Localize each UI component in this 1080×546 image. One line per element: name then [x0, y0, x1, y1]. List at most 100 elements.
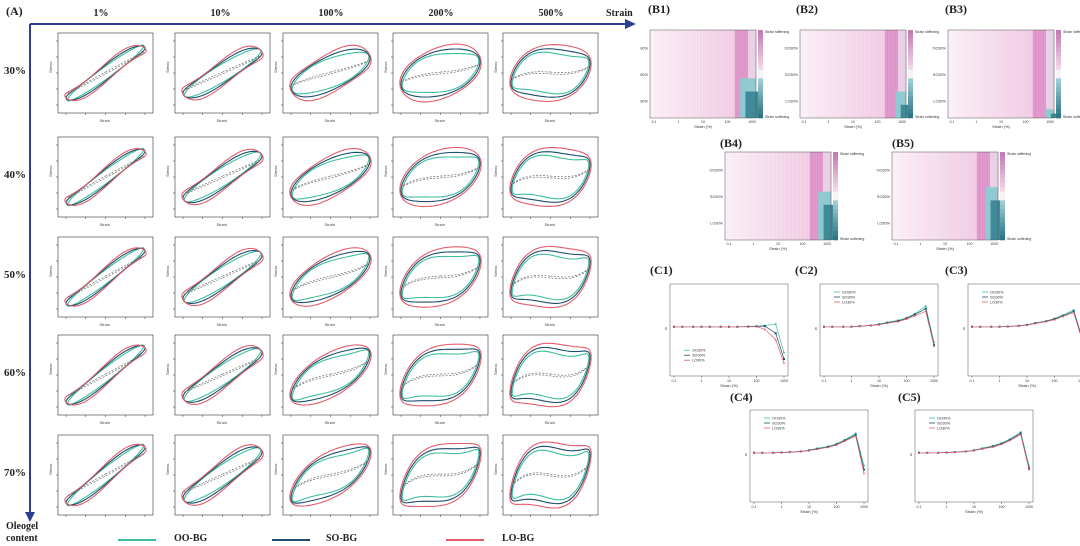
subplot-frame — [282, 32, 379, 114]
colorbar-cell — [833, 204, 838, 210]
colorbar-cell — [1000, 218, 1005, 223]
heatmap-cell — [783, 152, 787, 240]
subplot-ylabel: Stress — [273, 62, 278, 73]
subplot-xlabel: Strain — [100, 118, 110, 123]
heatmap-x-tick: 1 — [976, 120, 978, 124]
colorbar-cell — [833, 209, 838, 214]
heatmap-cell — [890, 30, 894, 118]
c5-label: (C5) — [898, 390, 921, 404]
x-tick-label: 1000 — [930, 379, 938, 383]
heatmap-xlabel: Strain (%) — [694, 124, 712, 129]
data-point — [822, 325, 826, 328]
heatmap-x-tick: 1000 — [1046, 120, 1054, 124]
heatmap-cell — [910, 152, 914, 240]
lissajous-subplot-r1-c0: Strain Stress — [48, 136, 154, 227]
data-point — [799, 450, 802, 453]
colorbar-cell — [1056, 91, 1061, 97]
heatmap-cell — [974, 30, 978, 118]
x-axis-label: Strain (%) — [720, 383, 738, 388]
data-point — [672, 325, 676, 328]
legend-so-text: SO-BG — [326, 533, 358, 544]
heatmap-cell — [813, 30, 817, 118]
heatmap-x-tick: 10 — [999, 120, 1003, 124]
colorbar-cell — [758, 38, 763, 44]
colorbar-cell — [908, 65, 913, 70]
heatmap-row-label: LO30% — [785, 99, 798, 103]
heatmap-cell — [734, 30, 738, 118]
so-loop — [182, 249, 263, 305]
oleogel-axis-arrowhead — [25, 512, 35, 522]
heatmap-x-tick: 100 — [800, 242, 806, 246]
subplot-ylabel: Stress — [165, 166, 170, 177]
colorbar-cell — [833, 178, 838, 184]
heatmap-cell — [879, 30, 883, 118]
heatmap-cell — [721, 30, 725, 118]
row-label-1: 40% — [4, 169, 26, 181]
colorbar-cell — [908, 113, 913, 119]
heatmap-frame — [724, 151, 832, 241]
heatmap-cell — [660, 30, 664, 118]
data-point — [854, 433, 857, 436]
heatmap-x-tick: 0.1 — [727, 242, 732, 246]
colorbar-cell — [908, 56, 913, 62]
heatmap-cell — [834, 30, 838, 118]
heatmap-cell — [952, 152, 956, 240]
lo-loop — [181, 345, 264, 405]
subplot-xlabel: Strain — [545, 118, 555, 123]
heatmap-cell — [718, 30, 722, 118]
heatmap-cell — [668, 30, 672, 118]
heatmap-cell — [737, 30, 741, 118]
heatmap-cell — [812, 152, 816, 240]
heatmap-x-tick: 100 — [967, 242, 973, 246]
heatmap-cell — [947, 152, 951, 240]
heatmap-cell — [942, 152, 946, 240]
colorbar-cell — [758, 74, 763, 79]
so-loop — [510, 346, 591, 404]
elastic-stress-line — [401, 64, 480, 82]
legend-entry: SO30% — [842, 295, 856, 299]
data-point — [681, 325, 684, 328]
lo-loop — [399, 246, 482, 308]
subplot-ylabel: Stress — [383, 166, 388, 177]
lo-loop — [399, 442, 482, 508]
row-label-0: 30% — [4, 65, 26, 77]
lo-loop — [289, 247, 372, 307]
subplot-xlabel: Strain — [217, 420, 227, 425]
heatmap-cell — [788, 152, 792, 240]
line-chart-c4: 0.1 1 10 100 1000 Strain (%) S OO30%SO30%LO30% — [745, 409, 869, 514]
colorbar-top-label: Strain stiffening — [765, 30, 789, 34]
heatmap-cell — [974, 152, 978, 240]
colorbar-top-label: Strain stiffening — [1007, 152, 1031, 156]
lo-loop — [289, 443, 372, 507]
data-point — [700, 325, 703, 328]
heatmap-row-label: LO30% — [640, 99, 649, 103]
heatmap-x-tick: 1 — [753, 242, 755, 246]
subplot-frame — [502, 136, 599, 218]
so-loop — [290, 48, 371, 98]
oo-loop — [511, 51, 590, 95]
colorbar-cell — [1000, 235, 1005, 241]
subplot-xlabel: Strain — [435, 118, 445, 123]
heatmap-cell — [1048, 30, 1052, 118]
colorbar-cell — [833, 160, 838, 166]
x-tick-label: 10 — [1025, 379, 1029, 383]
heatmap-xlabel: Strain (%) — [769, 246, 787, 251]
heatmap-cell — [826, 30, 830, 118]
heatmap-frame — [799, 29, 907, 119]
heatmap-cell — [753, 30, 757, 118]
heatmap-cell — [899, 152, 903, 240]
softening-region-strong — [900, 104, 908, 118]
lissajous-subplot-r2-c3: Strain Stress — [383, 236, 489, 327]
so-loop — [510, 250, 591, 304]
heatmap-cell — [1011, 30, 1015, 118]
heatmap-cell — [948, 30, 951, 118]
heatmap-x-tick: 10 — [701, 120, 705, 124]
heatmap-cell — [845, 30, 848, 118]
heatmap-cell — [963, 30, 967, 118]
subplot-ylabel: Stress — [493, 62, 498, 73]
subplot-frame — [502, 32, 599, 114]
heatmap-cell — [958, 152, 962, 240]
lissajous-subplot-r3-c0: Strain Stress — [48, 334, 154, 425]
heatmap-cell — [807, 152, 811, 240]
